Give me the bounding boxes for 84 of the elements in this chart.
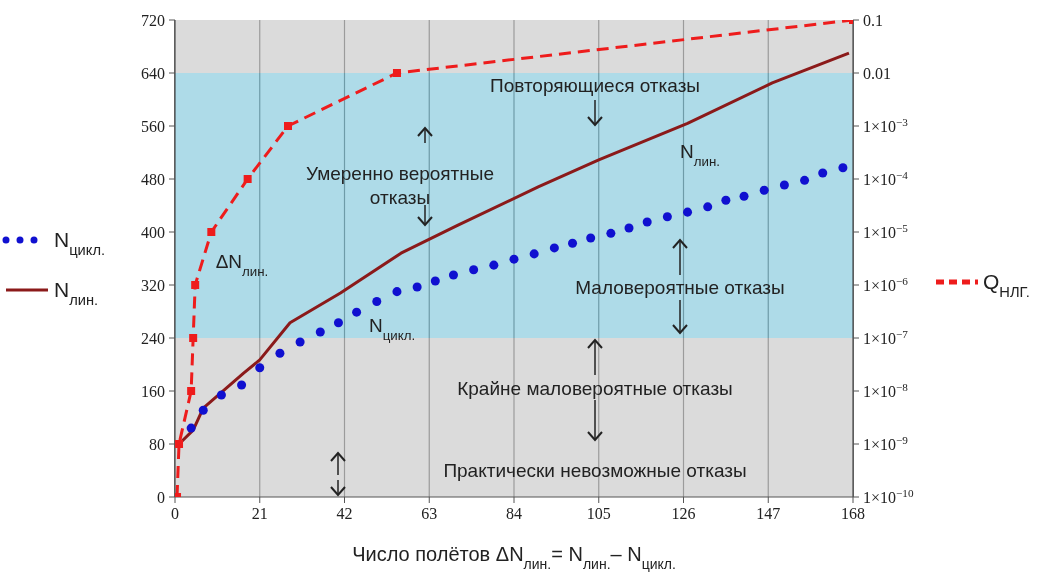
point bbox=[412, 282, 422, 292]
point bbox=[175, 440, 184, 448]
y2-tick-label: 1×10$^{−8}$ bbox=[863, 381, 909, 400]
point bbox=[186, 423, 196, 433]
y-tick-label: 320 bbox=[141, 277, 165, 294]
y-tick-label: 400 bbox=[141, 224, 165, 241]
point bbox=[392, 69, 401, 77]
y2-tick-label: 1×10$^{−4}$ bbox=[863, 169, 909, 188]
y-tick-label: 720 bbox=[141, 12, 165, 29]
annotation: Повторяющиеся отказы bbox=[489, 75, 701, 96]
annotation: Умеренно вероятные отказы bbox=[305, 163, 495, 208]
point bbox=[838, 163, 848, 173]
y2-tick-label: 1×10$^{−10}$ bbox=[863, 487, 914, 506]
x-tick-label: 126 bbox=[671, 505, 696, 522]
point bbox=[198, 405, 208, 415]
x-tick-label: 168 bbox=[841, 505, 865, 522]
point bbox=[187, 387, 196, 395]
y2-tick-label: 0.01 bbox=[863, 65, 891, 82]
legend-label: N$_{цикл.}$ bbox=[54, 228, 106, 258]
x-tick-label: 63 bbox=[421, 505, 438, 522]
y-tick-label: 160 bbox=[141, 383, 165, 400]
y-tick-label: 240 bbox=[141, 330, 165, 347]
point bbox=[739, 191, 749, 201]
point bbox=[509, 254, 519, 264]
point bbox=[392, 287, 402, 297]
point bbox=[430, 276, 440, 286]
point bbox=[295, 337, 305, 347]
point bbox=[333, 318, 343, 328]
point bbox=[191, 281, 200, 289]
point bbox=[237, 380, 247, 390]
point bbox=[529, 249, 539, 259]
annotation: N$_{цикл.}$ bbox=[368, 315, 416, 343]
y2-tick-label: 1×10$^{−6}$ bbox=[863, 275, 909, 294]
point bbox=[275, 348, 285, 358]
y2-tick-label: 1×10$^{−3}$ bbox=[863, 116, 909, 135]
point bbox=[549, 243, 559, 253]
point bbox=[779, 180, 789, 190]
legend-label: Q$_{НЛГ.}$ bbox=[983, 270, 1030, 300]
x-tick-label: 105 bbox=[586, 505, 611, 522]
point bbox=[642, 217, 652, 227]
annotation: Маловероятные отказы bbox=[575, 277, 785, 298]
x-axis-title: Число полётов ΔN$_{лин.}$= N$_{лин.}$– N$_{цикл.}$ bbox=[352, 543, 676, 572]
x-tick-label: 84 bbox=[506, 505, 522, 522]
point bbox=[448, 270, 458, 280]
point bbox=[189, 334, 198, 342]
y2-tick-label: 1×10$^{−5}$ bbox=[863, 222, 909, 241]
x-tick-label: 0 bbox=[171, 505, 179, 522]
point bbox=[568, 238, 578, 248]
annotation: N$_{лин.}$ bbox=[680, 141, 720, 169]
point bbox=[469, 265, 479, 275]
point bbox=[586, 233, 596, 243]
point bbox=[255, 363, 265, 373]
point bbox=[315, 327, 325, 337]
y2-tick-label: 1×10$^{−7}$ bbox=[863, 328, 909, 347]
point bbox=[243, 175, 252, 183]
point bbox=[284, 122, 292, 130]
point bbox=[818, 168, 828, 178]
y-tick-label: 480 bbox=[141, 171, 165, 188]
legend-label: N$_{лин.}$ bbox=[54, 278, 99, 308]
point bbox=[606, 228, 616, 238]
x-tick-label: 21 bbox=[251, 505, 268, 522]
point bbox=[624, 223, 634, 233]
y-tick-label: 560 bbox=[141, 118, 165, 135]
point bbox=[800, 175, 810, 185]
y-tick-label: 0 bbox=[157, 489, 165, 506]
point bbox=[216, 390, 226, 400]
y2-tick-label: 0.1 bbox=[863, 12, 883, 29]
point bbox=[703, 202, 713, 212]
y2-tick-label: 1×10$^{−9}$ bbox=[863, 434, 909, 453]
x-tick-label: 147 bbox=[756, 505, 781, 522]
point bbox=[352, 307, 362, 317]
y-tick-label: 640 bbox=[141, 65, 165, 82]
point bbox=[683, 207, 693, 217]
annotation: ΔN$_{лин.}$ bbox=[215, 251, 269, 279]
point bbox=[372, 297, 382, 307]
annotation: Крайне маловероятные отказы bbox=[457, 378, 733, 399]
point bbox=[662, 212, 672, 222]
x-tick-label: 42 bbox=[336, 505, 353, 522]
point bbox=[207, 228, 216, 236]
point bbox=[759, 185, 769, 195]
annotation: Практически невозможные отказы bbox=[443, 460, 747, 481]
point bbox=[721, 195, 731, 205]
y-tick-label: 80 bbox=[149, 436, 165, 453]
point bbox=[489, 260, 499, 270]
